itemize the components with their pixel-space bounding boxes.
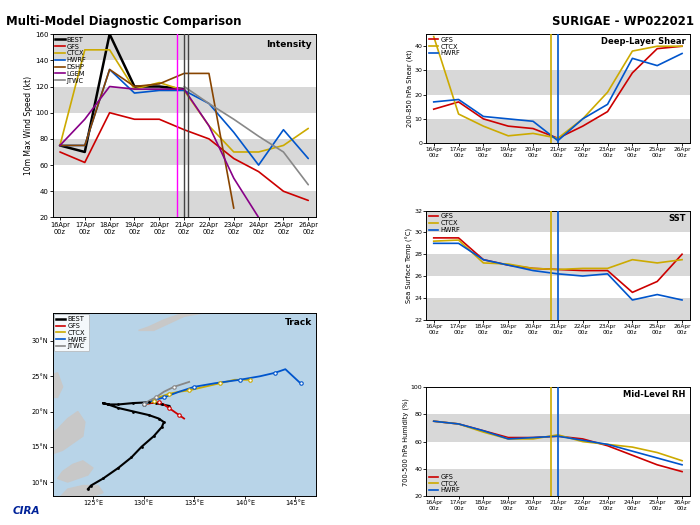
Text: Deep-Layer Shear: Deep-Layer Shear	[601, 37, 685, 46]
Text: SURIGAE - WP022021: SURIGAE - WP022021	[552, 15, 694, 28]
Y-axis label: Sea Surface Temp (°C): Sea Surface Temp (°C)	[405, 227, 413, 303]
Bar	[426, 414, 690, 442]
Y-axis label: 200-850 hPa Shear (kt): 200-850 hPa Shear (kt)	[406, 50, 413, 128]
Text: CIRA: CIRA	[13, 506, 40, 516]
Legend: BEST, GFS, CTCX, HWRF, JTWC: BEST, GFS, CTCX, HWRF, JTWC	[54, 314, 89, 351]
Bar	[426, 298, 690, 320]
Bar	[52, 113, 316, 139]
Bar	[426, 276, 690, 298]
Bar	[52, 139, 316, 165]
Legend: GFS, CTCX, HWRF: GFS, CTCX, HWRF	[428, 472, 461, 495]
Bar	[52, 34, 316, 60]
Y-axis label: 10m Max Wind Speed (kt): 10m Max Wind Speed (kt)	[25, 76, 34, 175]
Polygon shape	[57, 486, 103, 503]
Text: Multi-Model Diagnostic Comparison: Multi-Model Diagnostic Comparison	[6, 15, 241, 28]
Y-axis label: 700-500 hPa Humidity (%): 700-500 hPa Humidity (%)	[402, 398, 409, 486]
Bar	[426, 70, 690, 94]
Text: Intensity: Intensity	[266, 39, 312, 49]
Bar	[426, 254, 690, 276]
Polygon shape	[139, 285, 260, 330]
Polygon shape	[44, 373, 62, 397]
Bar	[426, 469, 690, 496]
Text: Track: Track	[284, 318, 312, 327]
Bar	[426, 119, 690, 143]
Legend: BEST, GFS, CTCX, HWRF, DSHP, LGEM, JTWC: BEST, GFS, CTCX, HWRF, DSHP, LGEM, JTWC	[54, 36, 88, 85]
Legend: GFS, CTCX, HWRF: GFS, CTCX, HWRF	[428, 36, 461, 58]
Bar	[426, 211, 690, 233]
Bar	[52, 165, 316, 191]
Bar	[426, 442, 690, 469]
Polygon shape	[37, 412, 85, 454]
Bar	[426, 46, 690, 70]
Text: Mid-Level RH: Mid-Level RH	[623, 391, 685, 400]
Legend: GFS, CTCX, HWRF: GFS, CTCX, HWRF	[428, 212, 461, 234]
Bar	[52, 60, 316, 87]
Text: SST: SST	[668, 214, 685, 223]
Bar	[52, 191, 316, 217]
Polygon shape	[57, 461, 93, 482]
Bar	[426, 94, 690, 119]
Bar	[52, 87, 316, 113]
Bar	[426, 387, 690, 414]
Bar	[426, 233, 690, 254]
